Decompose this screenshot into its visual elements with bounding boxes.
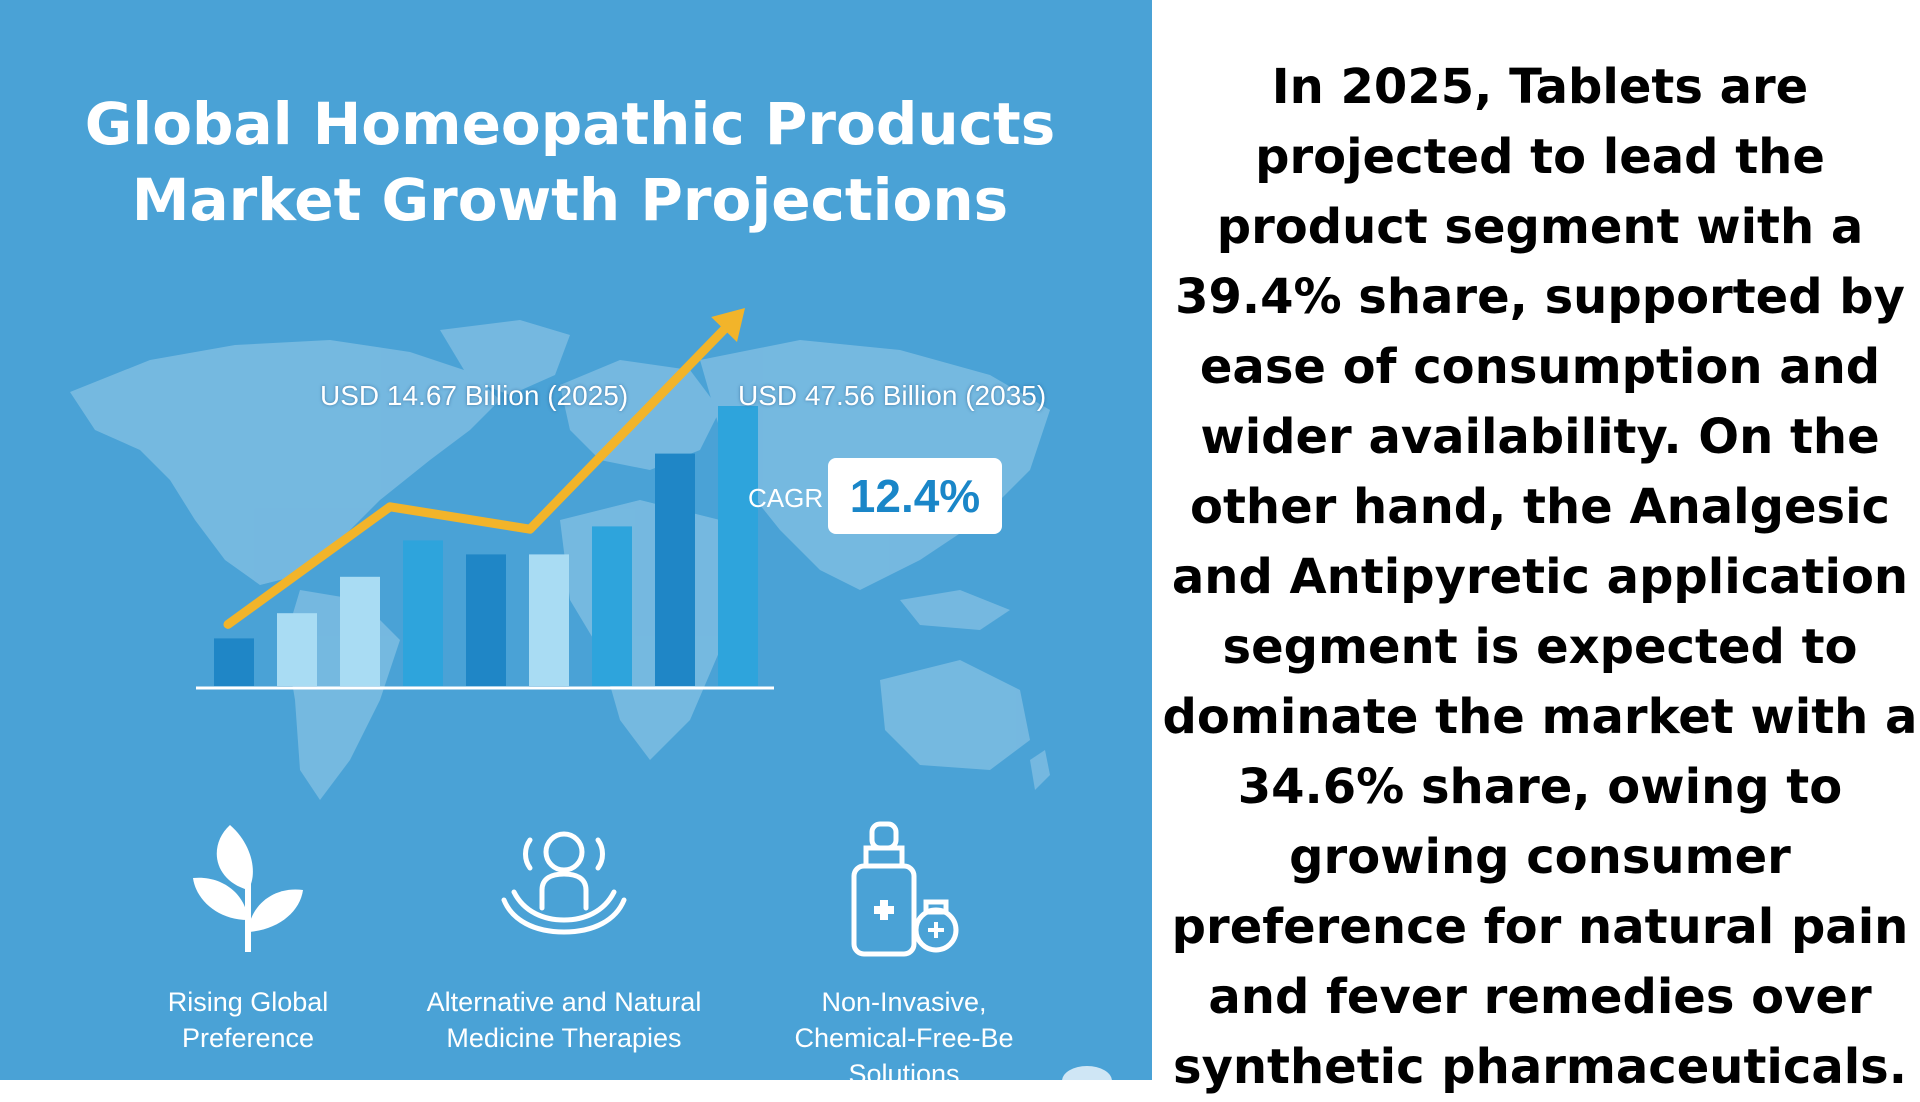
bar-8 — [655, 453, 695, 686]
feature-label: Rising Global Preference — [88, 984, 408, 1056]
feature-label: Non-Invasive, Chemical-Free-Be Solutions — [744, 984, 1064, 1080]
leaf-icon — [193, 825, 303, 952]
bar-1 — [214, 638, 254, 686]
feature-alternative-natural-medicine: Alternative and Natural Medicine Therapi… — [404, 820, 724, 1056]
bar-9 — [718, 406, 758, 686]
feature-label-line: Preference — [181, 1023, 315, 1053]
bar-6 — [529, 554, 569, 686]
feature-label-line: Rising Global — [167, 987, 329, 1017]
cagr-badge: 12.4% — [828, 458, 1002, 534]
feature-label-line: Solutions — [848, 1059, 960, 1080]
growth-trend-line — [223, 322, 732, 629]
feature-label-line: Non-Invasive, — [821, 987, 987, 1017]
market-value-2035-label: USD 47.56 Billion (2035) — [738, 380, 1047, 411]
cagr-label: CAGR — [748, 483, 824, 513]
summary-paragraph: In 2025, Tablets are projected to lead t… — [1162, 59, 1918, 1095]
chart-title: Global Homeopathic Products Market Growt… — [0, 86, 1140, 238]
feature-label-line: Alternative and Natural — [426, 987, 702, 1017]
corner-decoration — [1062, 1066, 1112, 1080]
medicine-bottle-icon — [851, 821, 959, 957]
person-in-hands-icon — [501, 831, 627, 935]
feature-rising-global-preference: Rising Global Preference — [88, 820, 408, 1056]
feature-non-invasive-solutions: Non-Invasive, Chemical-Free-Be Solutions — [744, 820, 1064, 1080]
bar-4 — [403, 540, 443, 686]
bar-2 — [277, 613, 317, 686]
bar-5 — [466, 554, 506, 686]
chart-title-line-2: Market Growth Projections — [131, 166, 1009, 234]
growth-arrow-icon — [711, 308, 745, 343]
chart-title-line-1: Global Homeopathic Products — [84, 90, 1056, 158]
bars-group — [214, 406, 758, 686]
bar-3 — [340, 576, 380, 686]
feature-label-line: Medicine Therapies — [446, 1023, 682, 1053]
bar-7 — [592, 526, 632, 686]
feature-label-line: Chemical-Free-Be — [794, 1023, 1014, 1053]
infographic-panel: Global Homeopathic Products Market Growt… — [0, 0, 1152, 1080]
chart-plot — [196, 308, 774, 690]
cagr-value: 12.4% — [849, 470, 981, 522]
market-value-2025-label: USD 14.67 Billion (2025) — [320, 380, 629, 411]
feature-label: Alternative and Natural Medicine Therapi… — [404, 984, 724, 1056]
